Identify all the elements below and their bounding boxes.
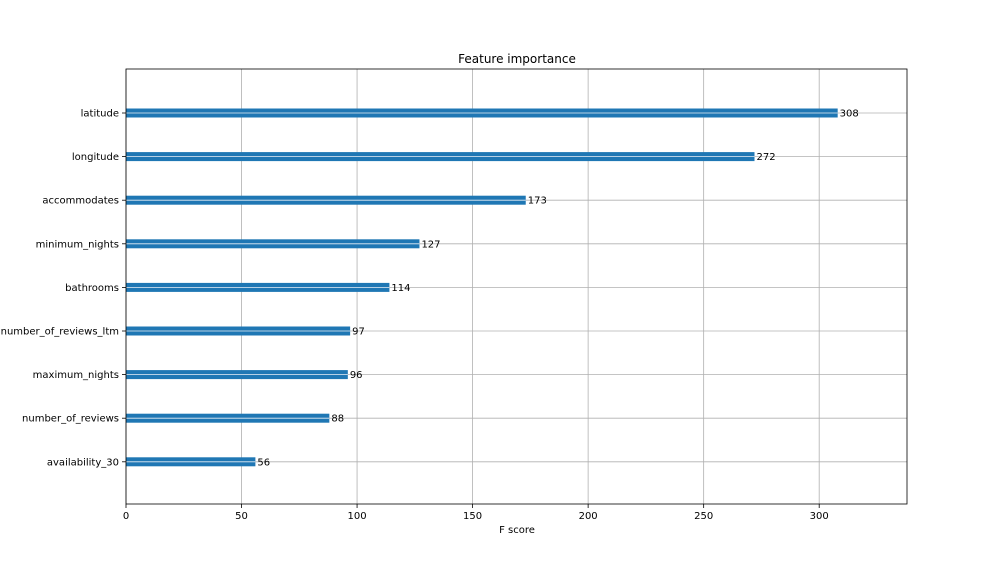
value-label: 127 [421,239,440,250]
y-tick-label: maximum_nights [33,370,119,381]
y-tick-label: bathrooms [65,283,119,294]
y-tick-label: accommodates [42,196,119,207]
y-tick-label: availability_30 [47,457,119,468]
value-label: 308 [840,109,859,120]
x-axis-label: F score [499,525,535,536]
value-label: 97 [352,327,365,338]
value-label: 114 [391,283,410,294]
bar-layer [126,108,838,467]
x-tick-label: 50 [235,511,248,522]
chart-title: Feature importance [458,52,576,66]
x-tick-label: 100 [348,511,367,522]
y-tick-label: longitude [72,152,119,163]
value-label: 272 [756,152,775,163]
value-label: 96 [350,370,363,381]
y-tick-label: minimum_nights [36,239,119,250]
y-tick-label: number_of_reviews_ltm [1,327,119,338]
x-tick-label: 250 [694,511,713,522]
value-label: 56 [257,457,270,468]
label-layer: 308 272 173 127 114 97 96 88 56 [257,109,858,469]
value-label: 88 [331,414,344,425]
value-label: 173 [528,196,547,207]
y-tick-label: latitude [81,109,119,120]
x-tick-label: 150 [463,511,482,522]
x-tick-label: 0 [123,511,129,522]
y-tick-label: number_of_reviews [22,414,119,425]
plot-frame [125,68,908,505]
x-tick-label: 200 [579,511,598,522]
axis-layer: 0 50 100 150 200 250 300 latitude longitude accom… [1,109,829,523]
x-tick-label: 300 [810,511,829,522]
